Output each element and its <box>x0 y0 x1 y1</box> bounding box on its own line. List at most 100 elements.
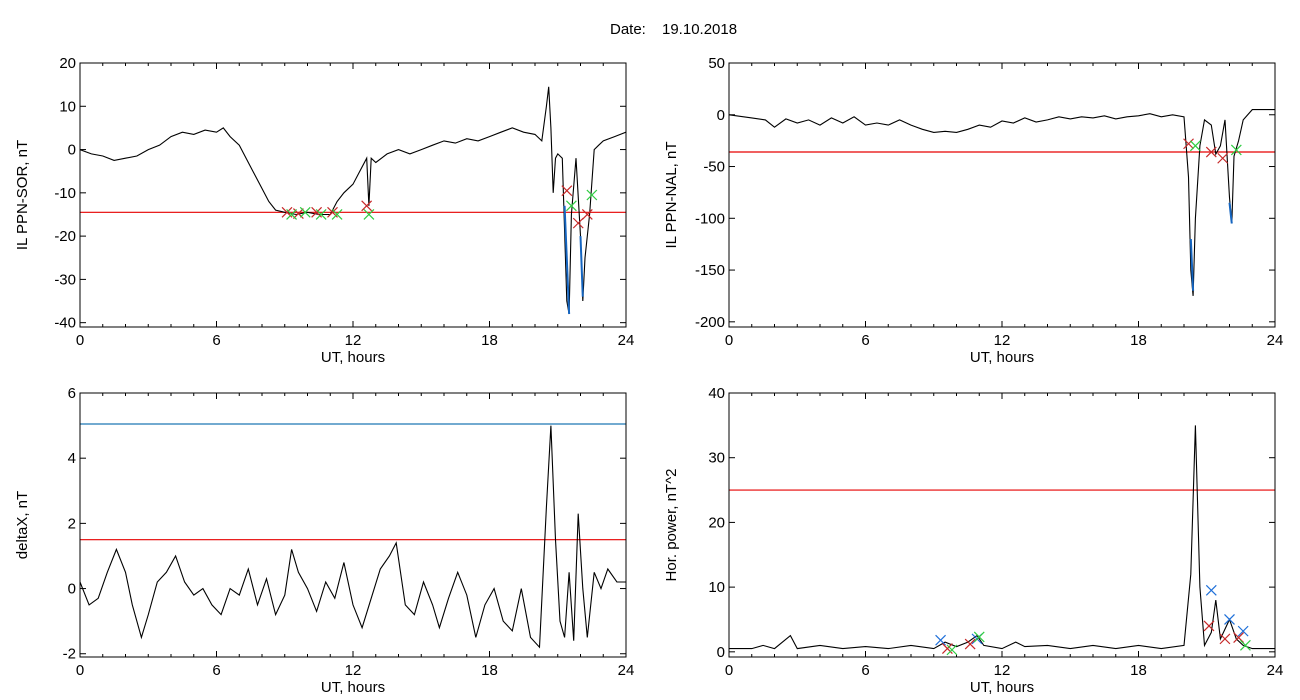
marker-red <box>964 638 976 650</box>
y-tick-label: -150 <box>695 262 725 279</box>
marker-red <box>581 209 593 220</box>
marker-red <box>1233 632 1245 644</box>
y-axis-label: IL PPN-NAL, nT <box>663 142 680 249</box>
x-tick-label: 18 <box>481 332 498 349</box>
y-tick-label: 0 <box>717 644 725 661</box>
y-tick-label: -50 <box>703 159 725 176</box>
marker-blue <box>1224 614 1235 625</box>
x-tick-label: 12 <box>994 662 1011 679</box>
plot-frame <box>79 392 627 658</box>
x-axis-label: UT, hours <box>321 349 385 366</box>
marker-green <box>331 209 343 220</box>
x-tick-label: 24 <box>618 332 635 349</box>
y-tick-label: 2 <box>68 515 76 532</box>
marker-red <box>361 200 373 212</box>
marker-green <box>946 644 958 656</box>
x-tick-label: 18 <box>481 662 498 679</box>
storm-segment <box>563 205 571 315</box>
x-tick-label: 24 <box>1267 332 1284 349</box>
chart-panel-2: 0 6 12 18 24 -200 -150 -100 -50 0 50 UT, hours IL PP… <box>663 55 1283 366</box>
marker-green <box>973 631 985 643</box>
x-tick-label: 24 <box>1267 662 1284 679</box>
chart-panel-4: 0 6 12 18 24 0 10 20 30 40 UT, hours Hor. power, nT… <box>663 385 1283 696</box>
y-tick-label: 0 <box>68 581 76 598</box>
x-tick-label: 0 <box>76 662 84 679</box>
storm-segment <box>1228 202 1233 224</box>
series-line <box>729 109 1275 296</box>
y-tick-label: 0 <box>68 142 76 159</box>
marker-red <box>1183 138 1194 150</box>
x-axis-label: UT, hours <box>970 349 1034 366</box>
marker-red <box>572 217 584 229</box>
x-tick-label: 18 <box>1130 662 1147 679</box>
date-label: Date: <box>610 21 646 38</box>
y-tick-label: 30 <box>708 450 725 467</box>
y-tick-label: -200 <box>695 314 725 331</box>
marker-red <box>1203 620 1215 632</box>
y-tick-label: 40 <box>708 385 725 402</box>
y-tick-label: -2 <box>63 646 76 663</box>
plot-area <box>729 425 1275 656</box>
series-line <box>729 425 1275 650</box>
marker-red <box>561 185 573 197</box>
x-tick-label: 6 <box>861 662 869 679</box>
marker-green <box>565 200 577 212</box>
storm-segment <box>579 236 584 297</box>
series-line <box>80 425 626 649</box>
y-tick-label: -20 <box>54 228 76 245</box>
y-tick-label: -30 <box>54 271 76 288</box>
marker-green <box>299 206 311 218</box>
x-tick-label: 6 <box>861 332 869 349</box>
marker-green <box>315 209 327 220</box>
y-tick-label: 4 <box>68 450 76 467</box>
x-axis-label: UT, hours <box>321 679 385 696</box>
y-axis-label: IL PPN-SOR, nT <box>14 140 31 250</box>
y-tick-label: 20 <box>708 514 725 531</box>
y-tick-label: 50 <box>708 55 725 72</box>
storm-segment <box>1189 238 1195 291</box>
y-tick-label: -40 <box>54 315 76 332</box>
y-tick-label: 0 <box>717 107 725 124</box>
x-tick-label: 12 <box>994 332 1011 349</box>
x-tick-label: 24 <box>618 662 635 679</box>
marker-green <box>1189 140 1201 152</box>
y-tick-label: 20 <box>59 55 76 72</box>
x-tick-label: 0 <box>76 332 84 349</box>
x-tick-label: 0 <box>725 662 733 679</box>
marker-blue <box>1237 625 1249 637</box>
x-tick-label: 12 <box>345 332 362 349</box>
x-tick-label: 6 <box>212 662 220 679</box>
y-tick-label: -100 <box>695 210 725 227</box>
marker-green <box>363 209 375 220</box>
x-tick-label: 18 <box>1130 332 1147 349</box>
marker-red <box>1219 633 1231 645</box>
date-value: 19.10.2018 <box>662 21 737 38</box>
series-line <box>80 86 626 315</box>
y-axis-label: Hor. power, nT^2 <box>663 469 680 582</box>
plot-frame <box>728 392 1276 658</box>
chart-panel-1: 0 6 12 18 24 -40 -30 -20 -10 0 10 20 UT, hours IL PPN… <box>14 55 634 366</box>
y-tick-label: 6 <box>68 385 76 402</box>
x-tick-label: 0 <box>725 332 733 349</box>
plot-frame <box>79 62 627 328</box>
marker-green <box>1240 639 1251 651</box>
marker-blue <box>935 634 946 646</box>
x-tick-label: 6 <box>212 332 220 349</box>
plot-area <box>729 109 1275 296</box>
y-tick-label: 10 <box>59 98 76 115</box>
plot-frame <box>728 62 1276 328</box>
marker-red <box>1217 152 1229 164</box>
marker-red <box>1205 146 1217 158</box>
marker-green <box>286 209 297 220</box>
plot-area <box>80 423 626 649</box>
y-axis-label: deltaX, nT <box>14 491 31 559</box>
y-tick-label: 10 <box>708 579 725 596</box>
marker-blue <box>1205 584 1217 596</box>
y-tick-label: -10 <box>54 185 76 202</box>
marker-green <box>1230 144 1242 156</box>
x-axis-label: UT, hours <box>970 679 1034 696</box>
plot-area <box>80 86 626 315</box>
